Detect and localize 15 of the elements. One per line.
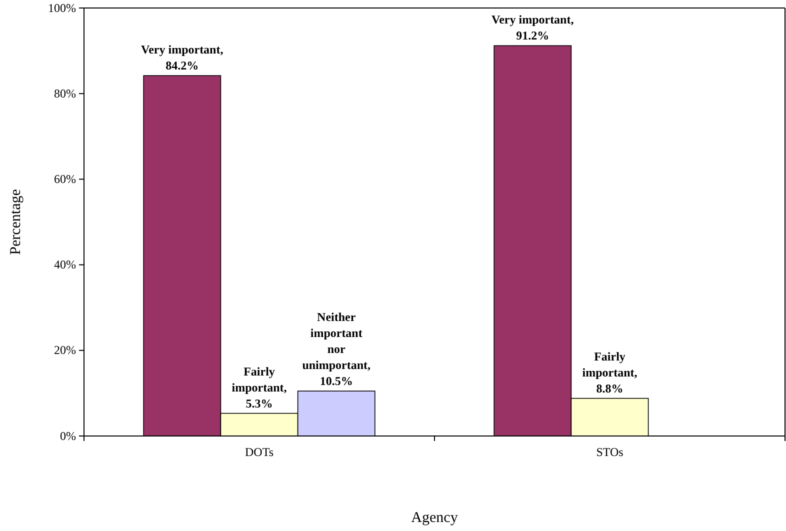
data-label: Very important, 84.2% xyxy=(141,42,224,73)
y-tick-label: 60% xyxy=(54,172,76,186)
y-tick-label: 0% xyxy=(60,428,76,443)
data-label: Neither important nor unimportant, 10.5% xyxy=(302,310,371,388)
y-tick-label: 80% xyxy=(54,86,76,100)
x-tick-label: STOs xyxy=(596,445,624,459)
x-axis-title: Agency xyxy=(411,510,458,526)
y-tick-label: 20% xyxy=(54,343,76,358)
y-tick-label: 100% xyxy=(48,0,76,15)
data-label: Very important, 91.2% xyxy=(492,12,574,43)
data-label: Fairly important, 8.8% xyxy=(582,349,638,396)
y-tick-label: 40% xyxy=(54,258,76,272)
y-axis-title: Percentage xyxy=(8,188,24,255)
data-label: Fairly important, 5.3% xyxy=(232,364,287,410)
x-tick-label: DOTs xyxy=(245,445,274,459)
